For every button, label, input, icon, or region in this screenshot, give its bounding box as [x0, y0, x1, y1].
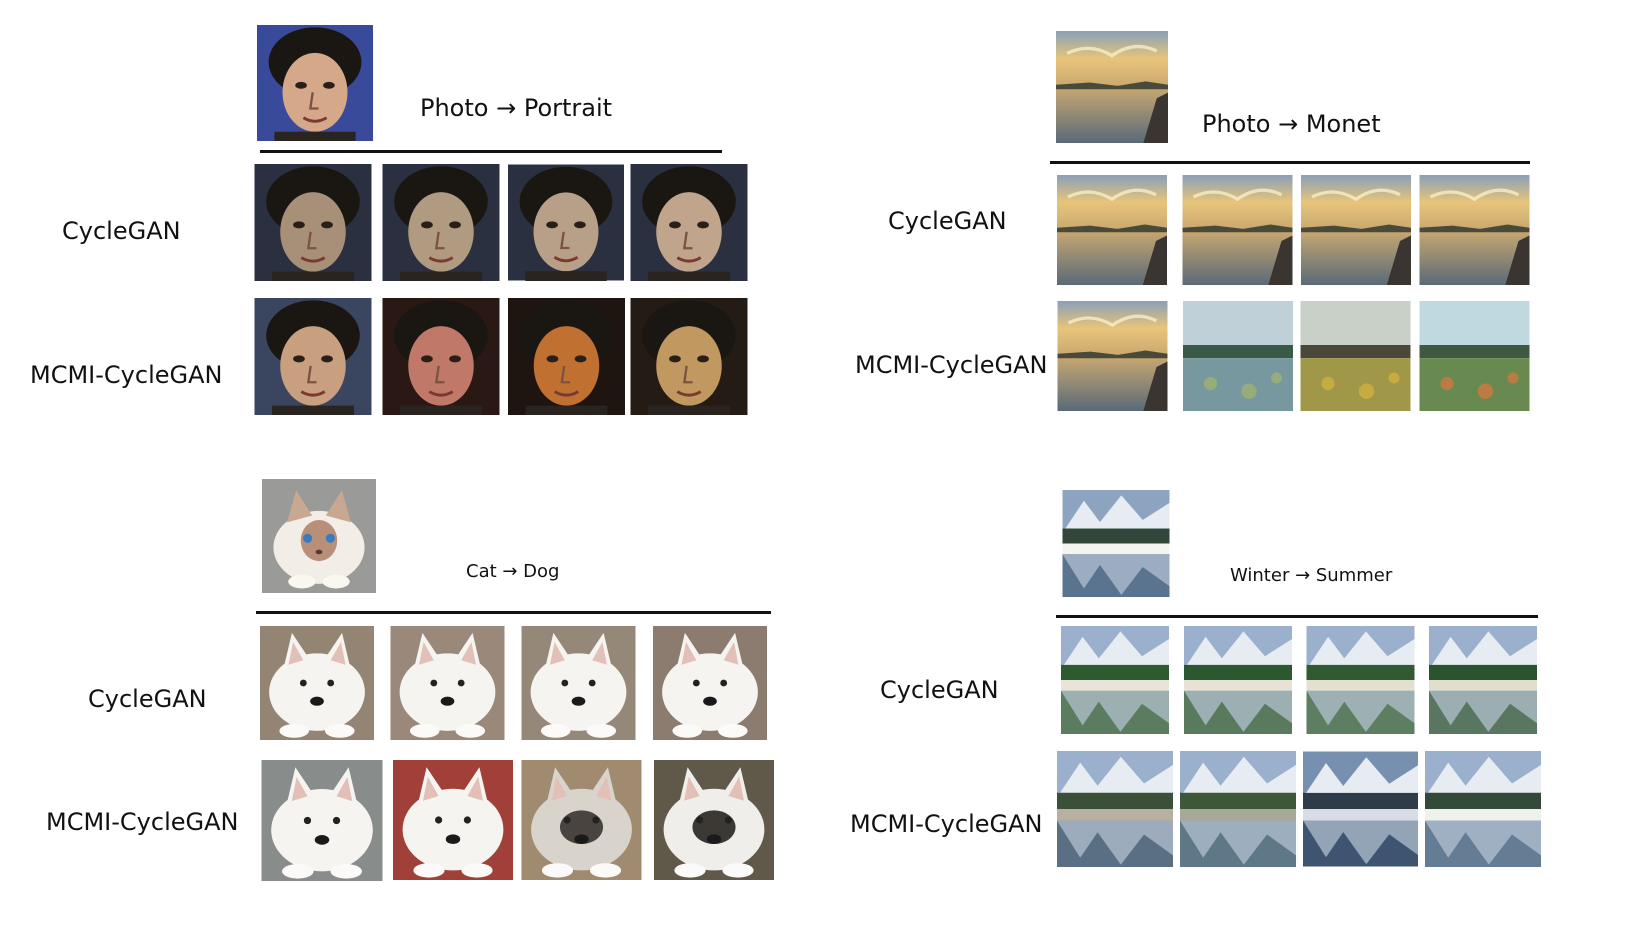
monet-divider — [1050, 161, 1530, 164]
summer-cyclegan-output-4 — [1425, 626, 1541, 734]
portrait-cyclegan-output-4 — [630, 164, 748, 281]
dog-divider — [256, 611, 771, 614]
dog-mcmi-output-4 — [653, 760, 775, 880]
monet-mcmi-output-2 — [1183, 301, 1293, 411]
monet-row-label-cyclegan: CycleGAN — [888, 207, 1007, 235]
dog-row-label-mcmi: MCMI-CycleGAN — [46, 808, 239, 836]
summer-mcmi-output-1 — [1057, 751, 1173, 867]
monet-mcmi-output-3 — [1300, 301, 1411, 411]
portrait-row-label-cyclegan: CycleGAN — [62, 217, 181, 245]
dog-mcmi-output-1 — [261, 760, 383, 881]
monet-mcmi-output-4 — [1419, 301, 1530, 411]
monet-mcmi-output-1 — [1057, 301, 1168, 411]
monet-cyclegan-output-1 — [1056, 175, 1168, 285]
portrait-input-image — [256, 25, 374, 141]
summer-row-label-mcmi: MCMI-CycleGAN — [850, 810, 1043, 838]
monet-row-label-mcmi: MCMI-CycleGAN — [855, 351, 1048, 379]
summer-mcmi-output-2 — [1180, 751, 1296, 867]
dog-mcmi-output-2 — [392, 760, 514, 880]
portrait-row-label-mcmi: MCMI-CycleGAN — [30, 361, 223, 389]
portrait-panel-title: Photo → Portrait — [420, 94, 613, 122]
dog-mcmi-output-3 — [521, 760, 642, 880]
portrait-cyclegan-output-3 — [508, 164, 624, 281]
summer-divider — [1056, 615, 1538, 618]
monet-panel-title: Photo → Monet — [1202, 110, 1381, 138]
portrait-cyclegan-output-2 — [382, 164, 500, 281]
dog-panel-title: Cat → Dog — [466, 561, 560, 582]
dog-cyclegan-output-4 — [649, 626, 771, 740]
dog-cyclegan-output-1 — [256, 626, 378, 740]
monet-cyclegan-output-2 — [1182, 175, 1293, 285]
summer-mcmi-output-4 — [1425, 751, 1541, 867]
dog-cyclegan-output-3 — [518, 626, 639, 740]
monet-input-image — [1056, 31, 1168, 143]
portrait-mcmi-output-3 — [508, 298, 625, 415]
portrait-mcmi-output-2 — [382, 298, 500, 415]
summer-cyclegan-output-1 — [1057, 626, 1173, 734]
summer-input-image — [1058, 490, 1174, 597]
monet-cyclegan-output-4 — [1419, 175, 1530, 285]
summer-cyclegan-output-3 — [1303, 626, 1418, 734]
dog-cyclegan-output-2 — [387, 626, 508, 740]
dog-row-label-cyclegan: CycleGAN — [88, 685, 207, 713]
portrait-mcmi-output-1 — [254, 298, 372, 415]
portrait-mcmi-output-4 — [630, 298, 748, 415]
summer-mcmi-output-3 — [1303, 751, 1418, 867]
monet-cyclegan-output-3 — [1300, 175, 1412, 285]
summer-row-label-cyclegan: CycleGAN — [880, 676, 999, 704]
dog-input-image — [258, 479, 380, 593]
summer-panel-title: Winter → Summer — [1230, 565, 1393, 586]
portrait-cyclegan-output-1 — [254, 164, 372, 281]
portrait-divider — [260, 150, 722, 153]
summer-cyclegan-output-2 — [1180, 626, 1296, 734]
